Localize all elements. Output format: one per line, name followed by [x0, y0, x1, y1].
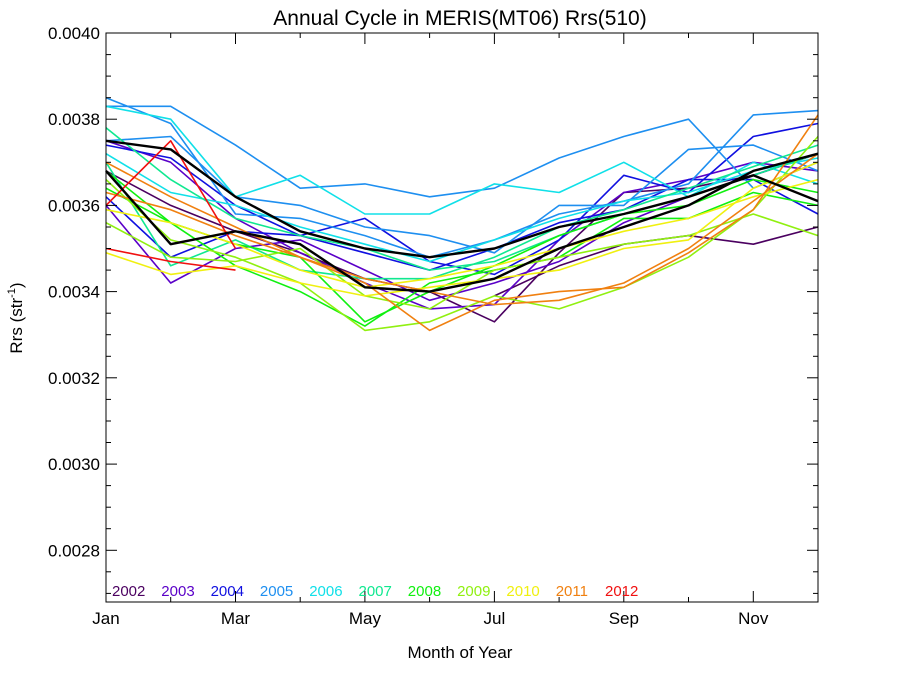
- x-tick-label: Jul: [483, 609, 505, 628]
- series-line-2002-0: [494, 226, 819, 297]
- legend-entry-2008: 2008: [408, 583, 441, 600]
- y-tick-label: 0.0038: [48, 110, 100, 129]
- legend-entry-2003: 2003: [161, 583, 194, 600]
- series-line-2004-5: [105, 144, 819, 271]
- x-axis: Jan Mar May Jul Sep Nov: [92, 33, 819, 628]
- y-tick-label: 0.0028: [48, 541, 100, 560]
- series-line-2012-22: [105, 140, 237, 249]
- y-axis-label-main: Rrs (str: [7, 298, 26, 354]
- series-line-2005-6: [106, 105, 819, 198]
- legend-entry-2011: 2011: [556, 583, 588, 600]
- series-line-2009-15: [105, 135, 819, 332]
- series-line-2011-20: [105, 153, 819, 306]
- legend-entry-2009: 2009: [457, 583, 490, 600]
- legend-entry-2004: 2004: [211, 583, 244, 600]
- legend-entry-2007: 2007: [359, 583, 392, 600]
- y-axis-label: Rrs (str-1): [6, 282, 26, 353]
- y-tick-label: 0.0030: [48, 455, 100, 474]
- y-axis-label-sup: -1: [6, 288, 18, 298]
- series-line-2003-3: [105, 140, 819, 310]
- series-line-2006-9: [105, 105, 819, 215]
- series-line-2007-12: [105, 144, 819, 280]
- series-line-2010-17: [105, 161, 819, 297]
- y-tick-label: 0.0036: [48, 196, 100, 215]
- x-tick-label: Nov: [738, 609, 769, 628]
- series-line-2005-7: [105, 135, 819, 254]
- y-tick-label: 0.0032: [48, 369, 100, 388]
- y-tick-label: 0.0034: [48, 283, 100, 302]
- series-line-mean-24: [105, 139, 819, 259]
- series-line-2010-18: [105, 178, 819, 289]
- series-line-mean-23: [105, 152, 819, 293]
- y-axis: 0.0028 0.0030 0.0032 0.0034 0.0036 0.0038 0.00…: [48, 24, 818, 594]
- x-tick-label: Sep: [609, 609, 639, 628]
- series-line-2012-21: [105, 247, 236, 271]
- series-line-2005-8: [105, 96, 819, 259]
- legend-entry-2002: 2002: [112, 583, 145, 600]
- legend: 2002 2003 2004 2005 2006 2007 2008 2009 2010 2011…: [112, 583, 638, 600]
- legend-entry-2005: 2005: [260, 583, 293, 600]
- x-tick-label: Jan: [92, 609, 119, 628]
- x-axis-label: Month of Year: [408, 643, 513, 662]
- y-axis-label-suffix: ): [7, 282, 26, 288]
- series-line-2008-14: [105, 187, 819, 327]
- y-tick-label: 0.0040: [48, 24, 100, 43]
- plot-frame: [105, 32, 819, 603]
- legend-entry-2010: 2010: [506, 583, 539, 600]
- legend-entry-2006: 2006: [309, 583, 342, 600]
- x-tick-label: Mar: [221, 609, 251, 628]
- plot-lines: [105, 96, 819, 332]
- legend-entry-2012: 2012: [605, 583, 638, 600]
- series-line-2006-10: [105, 153, 819, 263]
- chart-title: Annual Cycle in MERIS(MT06) Rrs(510): [273, 7, 646, 30]
- x-tick-label: May: [349, 609, 382, 628]
